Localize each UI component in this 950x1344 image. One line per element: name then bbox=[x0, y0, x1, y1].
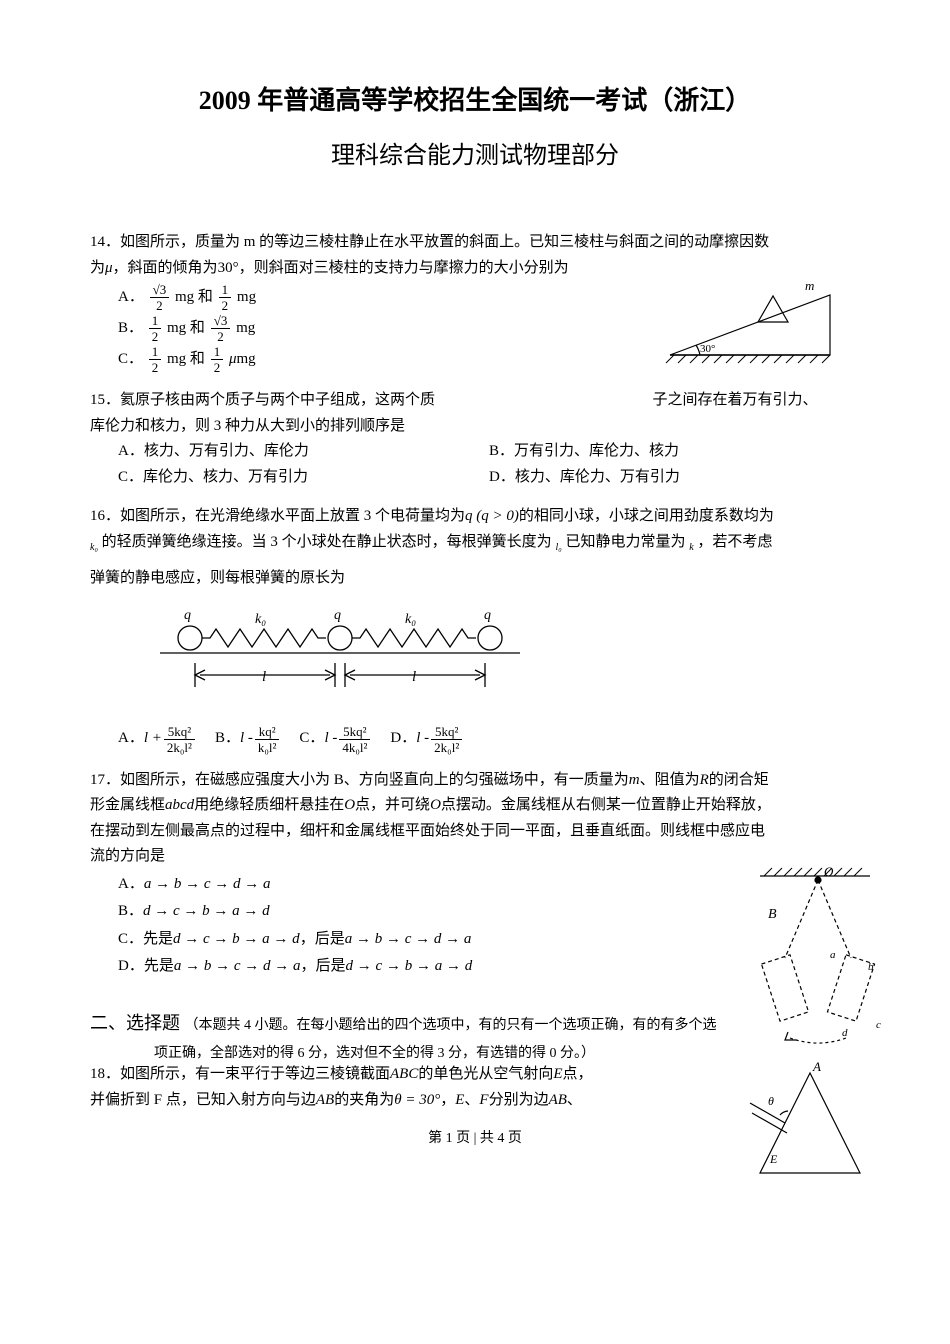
fraction: 12 bbox=[211, 345, 224, 374]
question-16: 16．如图所示，在光滑绝缘水平面上放置 3 个电荷量均为q (q > 0)的相同… bbox=[90, 504, 860, 754]
svg-text:k₀: k₀ bbox=[255, 612, 266, 627]
q16-diagram: q q q k₀ k₀ l l bbox=[140, 603, 540, 703]
question-14: 14．如图所示，质量为 m 的等边三棱柱静止在水平放置的斜面上。已知三棱柱与斜面… bbox=[90, 230, 860, 374]
q16-option-a: A． l + 5kq²2k₀l² bbox=[118, 725, 197, 754]
svg-text:E: E bbox=[769, 1152, 778, 1166]
fraction: 12 bbox=[219, 283, 232, 312]
q15-stem-2: 库伦力和核力，则 3 种力从大到小的排列顺序是 bbox=[90, 414, 860, 440]
svg-text:l: l bbox=[262, 669, 266, 685]
svg-text:d: d bbox=[842, 1027, 848, 1039]
q16-option-d: D． l - 5kq²2k₀l² bbox=[390, 725, 464, 754]
m-label: m bbox=[805, 278, 814, 293]
svg-text:q: q bbox=[484, 608, 491, 623]
page-title-main: 2009 年普通高等学校招生全国统一考试（浙江） bbox=[90, 80, 860, 117]
svg-text:b: b bbox=[868, 961, 874, 973]
question-17: 17．如图所示，在磁感应强度大小为 B、方向竖直向上的匀强磁场中，有一质量为m、… bbox=[90, 768, 860, 980]
q15-stem-b: 子之间存在着万有引力、 bbox=[653, 392, 818, 408]
fraction: 12 bbox=[149, 314, 162, 343]
svg-text:O: O bbox=[824, 864, 834, 879]
question-18: 18．如图所示，有一束平行于等边三棱镜截面ABC的单色光从空气射向E点， 并偏折… bbox=[90, 1062, 860, 1113]
q17-diagram: O B a b c d bbox=[730, 858, 890, 1068]
q16-option-c: C． l - 5kq²4k₀l² bbox=[299, 725, 372, 754]
q14-diagram: m 30° bbox=[660, 260, 860, 390]
page-title-sub: 理科综合能力测试物理部分 bbox=[90, 135, 860, 170]
angle-label: 30° bbox=[700, 343, 715, 355]
svg-text:k₀: k₀ bbox=[405, 612, 416, 627]
svg-text:q: q bbox=[184, 608, 191, 623]
svg-text:c: c bbox=[876, 1019, 881, 1031]
fraction: √32 bbox=[150, 283, 170, 312]
fraction: 12 bbox=[149, 345, 162, 374]
q16-option-b: B． l - kq²k₀l² bbox=[215, 725, 281, 754]
q15-stem-a: 15．氦原子核由两个质子与两个中子组成，这两个质 bbox=[90, 392, 435, 408]
svg-text:a: a bbox=[830, 949, 836, 961]
svg-text:l: l bbox=[412, 669, 416, 685]
fraction: √32 bbox=[211, 314, 231, 343]
svg-text:B: B bbox=[768, 907, 777, 922]
question-15: 15．氦原子核由两个质子与两个中子组成，这两个质 子之间存在着万有引力、 库伦力… bbox=[90, 388, 860, 490]
q15-option-b: B．万有引力、库伦力、核力 bbox=[489, 439, 860, 465]
q14-stem-line1: 14．如图所示，质量为 m 的等边三棱柱静止在水平放置的斜面上。已知三棱柱与斜面… bbox=[90, 230, 860, 256]
q15-option-a: A．核力、万有引力、库伦力 bbox=[118, 439, 489, 465]
q18-diagram: A θ E bbox=[740, 1053, 880, 1193]
q15-option-d: D．核力、库伦力、万有引力 bbox=[489, 465, 860, 491]
svg-text:θ: θ bbox=[768, 1094, 774, 1108]
svg-text:q: q bbox=[334, 608, 341, 623]
svg-text:A: A bbox=[812, 1059, 821, 1074]
q15-option-c: C．库伦力、核力、万有引力 bbox=[118, 465, 489, 491]
